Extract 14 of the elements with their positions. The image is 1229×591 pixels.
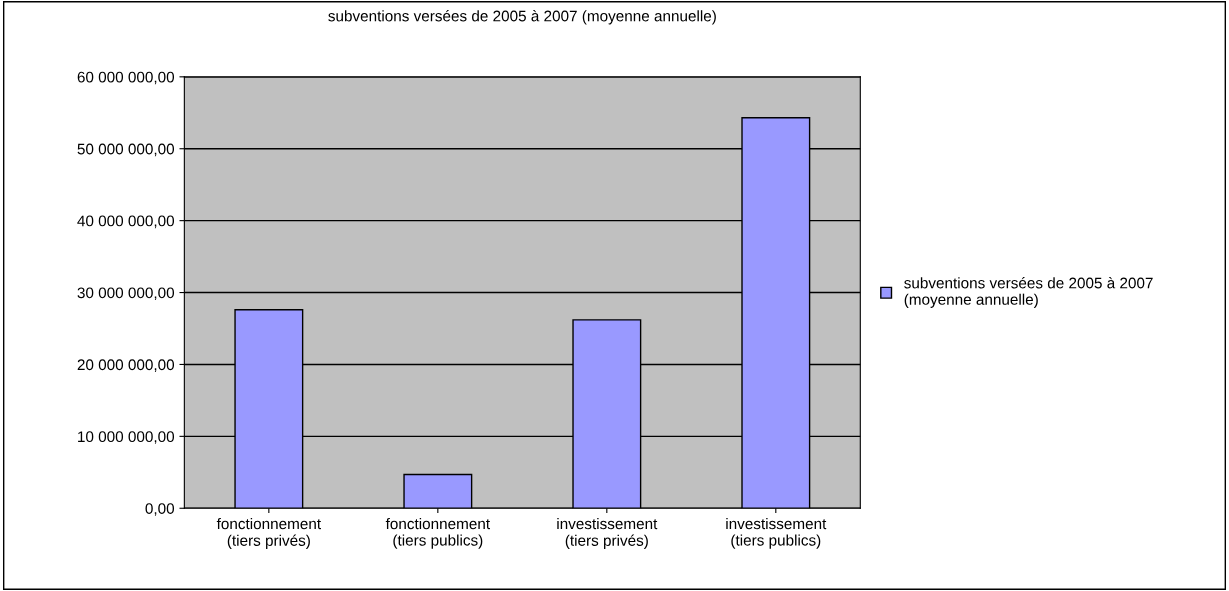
y-tick-label: 10 000 000,00 — [78, 431, 175, 444]
x-tick-label: investissement (tiers privés) — [557, 517, 658, 549]
x-tick-label: investissement (tiers publics) — [726, 517, 827, 549]
x-tick-label: fonctionnement (tiers publics) — [385, 517, 490, 549]
y-tick-label: 30 000 000,00 — [77, 287, 175, 301]
x-tick-label: fonctionnement (tiers privés) — [216, 517, 321, 549]
y-tick-label: 20 000 000,00 — [77, 359, 175, 372]
legend-label: subventions versées de 2005 à 2007 (moyenne annuelle) — [904, 277, 1153, 308]
chart-title: subventions versées de 2005 à 2007 (moyenne annuelle) — [328, 10, 716, 25]
y-tick-label: 0,00 — [145, 503, 175, 516]
y-tick-label: 50 000 000,00 — [77, 143, 175, 157]
y-tick-label: 40 000 000,00 — [77, 215, 175, 229]
y-tick-label: 60 000 000,00 — [77, 71, 175, 85]
bar — [403, 473, 473, 509]
